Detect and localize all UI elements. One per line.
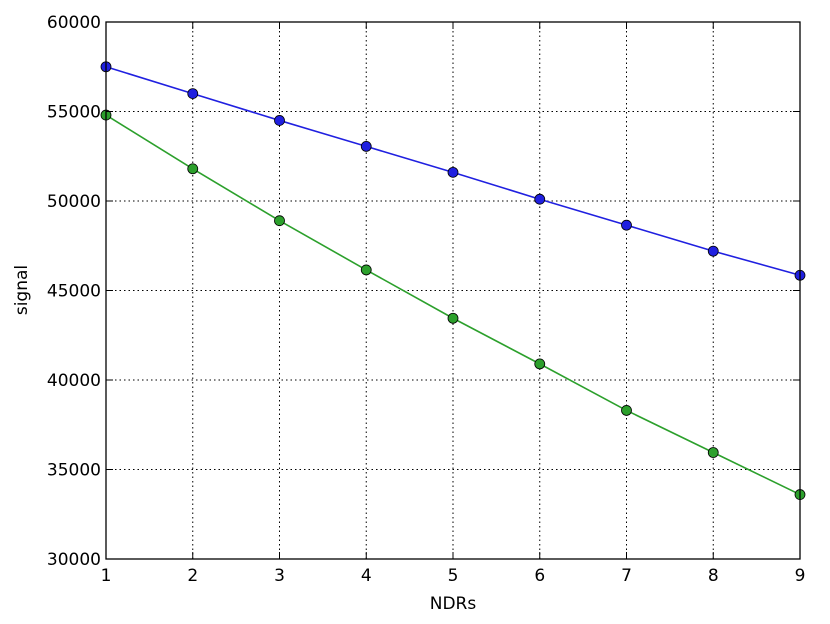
x-axis-ticks: 1 2 3 4 5 6 7 8 9 (101, 22, 806, 586)
x-tick-label: 8 (708, 566, 719, 586)
series-1-point (707, 245, 719, 257)
y-axis-ticks: 30000 35000 40000 45000 50000 55000 60000 (47, 13, 800, 570)
x-tick-label: 2 (187, 566, 198, 586)
series-1-point (360, 141, 372, 152)
series-2-point (187, 163, 199, 175)
series-2-point (274, 215, 285, 227)
series-1-point (621, 219, 632, 231)
series-1-point (534, 193, 546, 205)
data-markers (100, 61, 806, 500)
y-tick-label: 40000 (47, 371, 101, 391)
series-1-point (274, 115, 285, 126)
y-axis-label: signal (12, 265, 32, 315)
y-tick-label: 60000 (47, 13, 101, 33)
y-tick-label: 45000 (47, 282, 101, 302)
y-tick-label: 50000 (47, 192, 101, 212)
x-tick-label: 3 (274, 566, 285, 586)
x-tick-label: 9 (795, 566, 806, 586)
x-tick-label: 4 (361, 566, 372, 586)
series-2-point (534, 358, 546, 370)
series-2-point (707, 447, 719, 458)
series-2-point (360, 264, 372, 276)
x-tick-label: 5 (448, 566, 459, 586)
series-2-point (447, 312, 459, 324)
x-tick-label: 1 (101, 566, 112, 586)
grid-lines (106, 22, 800, 559)
y-tick-label: 35000 (47, 461, 101, 481)
y-tick-label: 55000 (47, 103, 101, 123)
x-tick-label: 7 (621, 566, 632, 586)
series-1-point (187, 88, 199, 99)
x-axis-label: NDRs (430, 594, 477, 614)
series-1-point (447, 166, 459, 178)
y-tick-label: 30000 (47, 550, 101, 570)
x-tick-label: 6 (534, 566, 545, 586)
series-2-point (621, 405, 632, 416)
